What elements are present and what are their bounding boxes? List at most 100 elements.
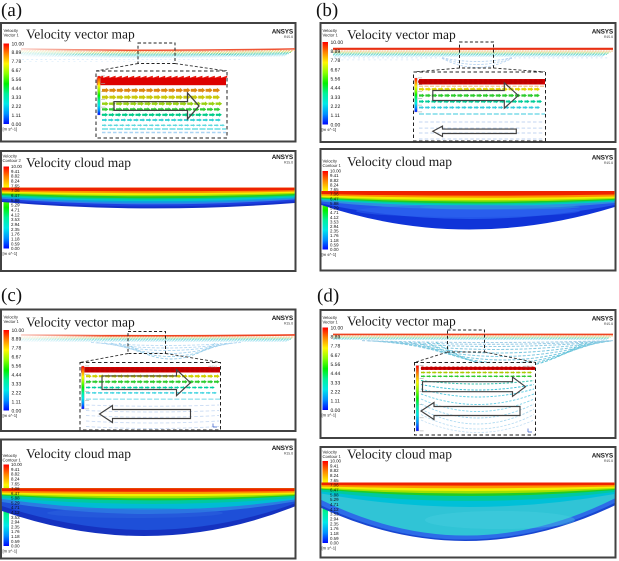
svg-text:2.35: 2.35 xyxy=(11,524,20,529)
svg-text:Vector 1: Vector 1 xyxy=(323,320,339,325)
svg-text:1.18: 1.18 xyxy=(11,534,20,539)
svg-text:ANSYS: ANSYS xyxy=(523,366,532,369)
svg-text:Velocity: Velocity xyxy=(4,315,19,320)
svg-text:2.35: 2.35 xyxy=(330,521,339,526)
svg-text:5.29: 5.29 xyxy=(11,203,20,208)
svg-text:R15.0: R15.0 xyxy=(284,452,293,456)
svg-text:3.33: 3.33 xyxy=(331,380,341,386)
svg-text:6.47: 6.47 xyxy=(11,491,20,496)
svg-text:0.59: 0.59 xyxy=(330,243,339,248)
svg-text:(d): (d) xyxy=(317,286,339,307)
svg-text:7.78: 7.78 xyxy=(12,59,22,65)
svg-text:9.41: 9.41 xyxy=(11,467,20,472)
svg-text:8.89: 8.89 xyxy=(331,49,341,55)
svg-text:5.29: 5.29 xyxy=(330,206,339,211)
svg-text:4.71: 4.71 xyxy=(11,505,20,510)
svg-text:Contour 1: Contour 1 xyxy=(323,163,342,168)
svg-text:8.82: 8.82 xyxy=(330,178,339,183)
svg-text:8.82: 8.82 xyxy=(11,174,20,179)
svg-text:[m s^-1]: [m s^-1] xyxy=(3,549,18,554)
svg-text:R15.0: R15.0 xyxy=(604,459,613,463)
svg-text:9.41: 9.41 xyxy=(11,169,20,174)
svg-text:Velocity cloud map: Velocity cloud map xyxy=(26,155,131,170)
svg-text:Velocity vector map: Velocity vector map xyxy=(26,315,135,330)
svg-text:ANSYS: ANSYS xyxy=(592,155,614,162)
svg-text:10.00: 10.00 xyxy=(12,328,25,334)
svg-text:R15.0: R15.0 xyxy=(604,35,613,39)
svg-text:5.88: 5.88 xyxy=(11,198,20,203)
svg-text:2.94: 2.94 xyxy=(330,517,339,522)
svg-text:2.94: 2.94 xyxy=(11,520,20,525)
svg-text:8.24: 8.24 xyxy=(330,183,339,188)
svg-text:5.88: 5.88 xyxy=(11,496,20,501)
svg-text:0.00: 0.00 xyxy=(11,544,20,549)
svg-text:R15.0: R15.0 xyxy=(604,322,613,326)
svg-text:7.06: 7.06 xyxy=(330,192,339,197)
svg-text:0.00: 0.00 xyxy=(12,122,22,128)
svg-text:Velocity: Velocity xyxy=(323,450,338,455)
svg-text:Velocity vector map: Velocity vector map xyxy=(347,314,456,329)
svg-text:Velocity cloud map: Velocity cloud map xyxy=(347,447,452,462)
svg-text:0.00: 0.00 xyxy=(330,247,339,252)
svg-text:6.67: 6.67 xyxy=(331,353,341,359)
svg-text:5.56: 5.56 xyxy=(331,77,341,83)
svg-text:2.22: 2.22 xyxy=(12,390,22,396)
svg-text:R15.0: R15.0 xyxy=(604,161,613,165)
svg-text:5.56: 5.56 xyxy=(12,77,22,83)
svg-text:3.53: 3.53 xyxy=(330,219,339,224)
svg-text:Velocity: Velocity xyxy=(4,28,19,33)
svg-text:Velocity cloud map: Velocity cloud map xyxy=(347,154,452,169)
svg-text:(c): (c) xyxy=(1,285,22,306)
svg-text:1.11: 1.11 xyxy=(12,113,22,119)
svg-text:[m s^-1]: [m s^-1] xyxy=(322,252,337,257)
svg-text:Velocity: Velocity xyxy=(3,453,18,458)
svg-text:ANSYS: ANSYS xyxy=(208,366,217,369)
svg-text:10.00: 10.00 xyxy=(331,325,344,331)
svg-text:2.35: 2.35 xyxy=(330,229,339,234)
svg-text:0.59: 0.59 xyxy=(11,241,20,246)
svg-text:8.89: 8.89 xyxy=(331,335,341,341)
svg-text:8.24: 8.24 xyxy=(11,179,20,184)
svg-text:0.00: 0.00 xyxy=(11,246,20,251)
svg-text:R15.0: R15.0 xyxy=(284,35,293,39)
svg-text:Velocity vector map: Velocity vector map xyxy=(26,27,135,42)
svg-text:1.76: 1.76 xyxy=(11,529,20,534)
svg-text:1.18: 1.18 xyxy=(330,531,339,536)
svg-text:5.88: 5.88 xyxy=(330,492,339,497)
svg-text:2.35: 2.35 xyxy=(11,227,20,232)
svg-text:Velocity: Velocity xyxy=(323,28,338,33)
svg-text:8.82: 8.82 xyxy=(11,472,20,477)
svg-text:ANSYS: ANSYS xyxy=(272,315,294,322)
svg-text:Velocity: Velocity xyxy=(323,315,338,320)
svg-text:Velocity: Velocity xyxy=(323,159,338,164)
svg-text:2.22: 2.22 xyxy=(331,390,341,396)
svg-text:7.65: 7.65 xyxy=(11,183,20,188)
svg-text:10.00: 10.00 xyxy=(11,462,23,467)
svg-text:ANSYS: ANSYS xyxy=(592,29,614,36)
svg-text:3.53: 3.53 xyxy=(11,217,20,222)
svg-text:ANSYS: ANSYS xyxy=(592,316,614,323)
svg-text:R15.0: R15.0 xyxy=(284,322,293,326)
svg-text:4.71: 4.71 xyxy=(11,208,20,213)
svg-text:[m s^-1]: [m s^-1] xyxy=(3,127,18,132)
svg-text:1.18: 1.18 xyxy=(330,238,339,243)
svg-text:(b): (b) xyxy=(316,0,338,21)
svg-text:4.44: 4.44 xyxy=(12,86,22,92)
svg-text:5.29: 5.29 xyxy=(11,501,20,506)
svg-text:4.12: 4.12 xyxy=(330,507,339,512)
svg-text:R15.0: R15.0 xyxy=(284,161,293,165)
svg-text:4.44: 4.44 xyxy=(331,371,341,377)
svg-text:2.22: 2.22 xyxy=(331,104,341,110)
svg-text:Vector 1: Vector 1 xyxy=(4,319,20,324)
svg-text:8.89: 8.89 xyxy=(12,337,22,343)
svg-text:7.06: 7.06 xyxy=(11,188,20,193)
svg-text:6.67: 6.67 xyxy=(12,355,22,361)
svg-text:10.00: 10.00 xyxy=(331,40,344,46)
svg-text:10.00: 10.00 xyxy=(330,459,342,464)
svg-text:Contour 1: Contour 1 xyxy=(3,458,22,463)
svg-text:3.33: 3.33 xyxy=(331,95,341,101)
svg-text:4.12: 4.12 xyxy=(11,212,20,217)
svg-text:1.11: 1.11 xyxy=(331,113,341,119)
svg-text:7.06: 7.06 xyxy=(11,486,20,491)
svg-text:5.88: 5.88 xyxy=(330,201,339,206)
